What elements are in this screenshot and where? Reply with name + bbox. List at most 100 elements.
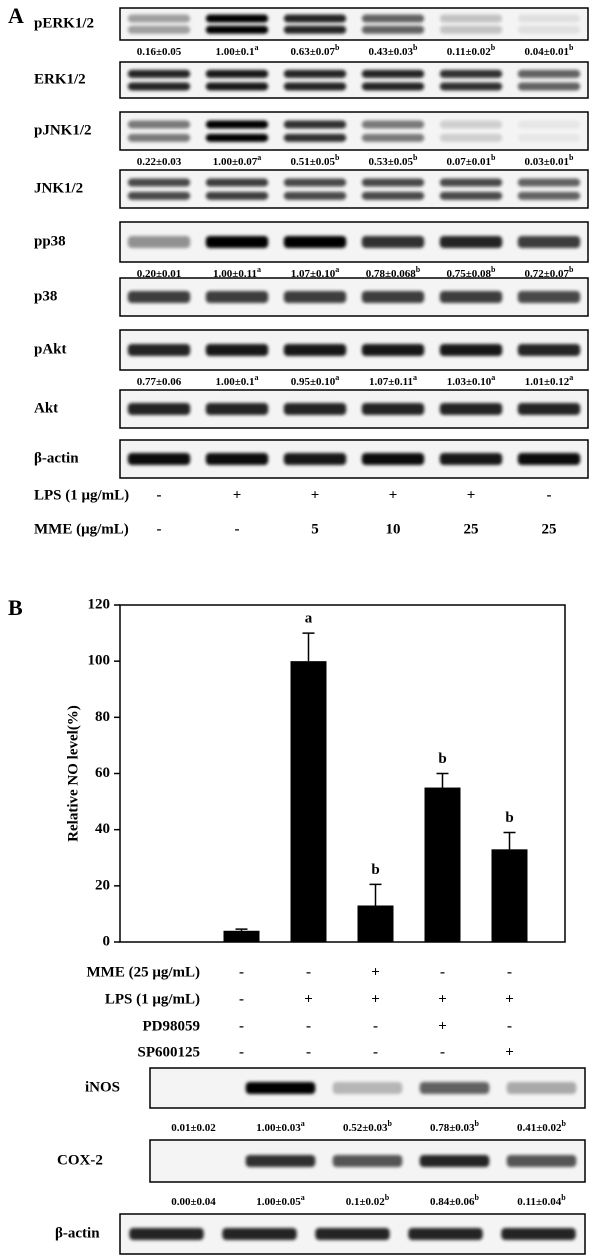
band	[517, 178, 581, 187]
band	[283, 291, 347, 303]
quant-value: 0.1±0.02	[346, 1196, 386, 1208]
treatment-label: LPS (1 μg/mL)	[34, 487, 129, 503]
quant-value: 0.20±0.01	[137, 268, 182, 280]
treatment-sign: +	[467, 487, 476, 503]
quantification: 0.01±0.02	[171, 1122, 216, 1134]
treatment-sign: -	[373, 1018, 378, 1034]
band	[127, 236, 191, 248]
treatment-sign: +	[233, 487, 242, 503]
quant-sup: b	[475, 1119, 480, 1128]
quant-sup: b	[413, 43, 418, 52]
error-bar	[436, 772, 449, 788]
band	[127, 403, 191, 415]
band	[127, 14, 191, 23]
treatment-label: MME (25 μg/mL)	[87, 964, 200, 980]
y-tick-label: 0	[103, 933, 111, 949]
blot-label: pERK1/2	[34, 15, 94, 31]
quant-value: 0.07±0.01	[447, 156, 492, 168]
band	[245, 1082, 316, 1094]
blot-label: iNOS	[85, 1079, 120, 1095]
quant-value: 0.77±0.06	[137, 376, 182, 388]
treatment-sign: -	[507, 1018, 512, 1034]
band	[361, 178, 425, 187]
band	[361, 291, 425, 303]
quantification: 1.03±0.10a	[447, 373, 496, 388]
quant-value: 0.41±0.02	[517, 1122, 562, 1134]
band	[439, 291, 503, 303]
band	[127, 82, 191, 91]
quant-sup: b	[388, 1119, 393, 1128]
band	[439, 69, 503, 78]
quant-sup: a	[301, 1119, 305, 1128]
treatment-sign: -	[157, 521, 162, 537]
band	[361, 191, 425, 200]
quant-value: 0.01±0.02	[171, 1122, 216, 1134]
quant-value: 0.16±0.05	[137, 46, 182, 58]
quant-sup: b	[562, 1119, 567, 1128]
band	[283, 236, 347, 248]
significance-letter: a	[305, 611, 313, 627]
y-tick-label: 80	[95, 709, 110, 725]
bar	[357, 905, 394, 942]
y-axis-label: Relative NO level(%)	[65, 705, 81, 842]
quant-value: 1.00±0.1	[215, 376, 254, 388]
band	[439, 178, 503, 187]
band	[361, 133, 425, 142]
band	[127, 120, 191, 129]
band	[205, 453, 269, 465]
band	[127, 291, 191, 303]
quantification: 0.78±0.03b	[430, 1119, 480, 1134]
band	[361, 344, 425, 356]
blot-label: β-actin	[34, 450, 79, 466]
treatment-sign: +	[371, 964, 380, 980]
quant-sup: b	[416, 265, 421, 274]
quantification: 0.20±0.01	[137, 268, 182, 280]
y-tick-label: 40	[95, 821, 110, 837]
band	[517, 25, 581, 34]
quant-value: 1.07±0.10	[291, 268, 336, 280]
treatment-sign: -	[373, 1044, 378, 1060]
band	[205, 120, 269, 129]
quantification: 1.00±0.05a	[256, 1193, 305, 1208]
quant-value: 0.03±0.01	[525, 156, 570, 168]
quant-sup: b	[413, 153, 418, 162]
treatment-sign: -	[239, 1018, 244, 1034]
band	[127, 453, 191, 465]
band	[439, 403, 503, 415]
quant-value: 0.22±0.03	[137, 156, 182, 168]
band	[127, 25, 191, 34]
quantification: 0.41±0.02b	[517, 1119, 567, 1134]
quant-sup: a	[335, 265, 339, 274]
treatment-label: SP600125	[137, 1044, 200, 1060]
band	[517, 403, 581, 415]
band	[439, 82, 503, 91]
treatment-sign: -	[157, 487, 162, 503]
quantification: 0.03±0.01b	[525, 153, 575, 168]
blot-frame	[119, 61, 589, 99]
treatment-sign: +	[438, 1018, 447, 1034]
quant-sup: a	[413, 373, 417, 382]
blot-label: COX-2	[57, 1152, 103, 1168]
treatment-sign: +	[438, 991, 447, 1007]
quantification: 1.00±0.07a	[213, 153, 262, 168]
panel-label: B	[8, 595, 23, 620]
band	[361, 453, 425, 465]
treatment-sign: +	[505, 991, 514, 1007]
band	[506, 1082, 577, 1094]
band	[205, 344, 269, 356]
quant-sup: a	[257, 265, 261, 274]
treatment-sign: +	[505, 1044, 514, 1060]
treatment-sign: -	[306, 1044, 311, 1060]
band	[283, 14, 347, 23]
band	[129, 1228, 204, 1240]
band	[361, 403, 425, 415]
quant-value: 1.00±0.03	[256, 1122, 301, 1134]
band	[439, 344, 503, 356]
treatment-sign: -	[239, 964, 244, 980]
band	[517, 69, 581, 78]
band	[506, 1155, 577, 1167]
band	[517, 344, 581, 356]
quant-sup: a	[257, 153, 261, 162]
quant-value: 1.00±0.1	[215, 46, 254, 58]
band	[361, 14, 425, 23]
